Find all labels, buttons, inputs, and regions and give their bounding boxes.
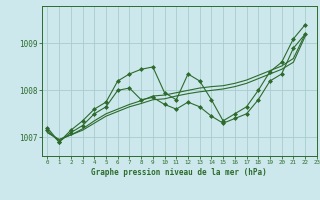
X-axis label: Graphe pression niveau de la mer (hPa): Graphe pression niveau de la mer (hPa): [91, 168, 267, 177]
